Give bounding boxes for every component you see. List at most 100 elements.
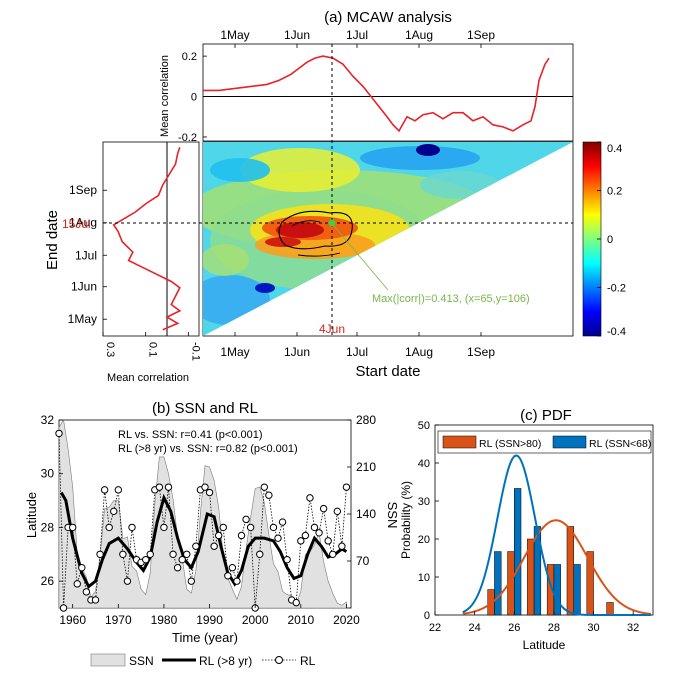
rl-point bbox=[92, 597, 98, 603]
rl-point bbox=[343, 484, 349, 490]
figure: (a) MCAW analysis 0.2 0 -0.2 1May 1Jun 1Jul 1… bbox=[0, 0, 674, 674]
rl-point bbox=[316, 530, 322, 536]
pdf-frame bbox=[435, 425, 653, 615]
left-xtick-label: 0.1 bbox=[147, 342, 159, 357]
rl-point bbox=[220, 524, 226, 530]
heatmap-xtick-label: 1Jul bbox=[346, 345, 368, 359]
b-xtick-label: 1960 bbox=[59, 613, 86, 627]
top-xtick-label: 1Jul bbox=[346, 28, 368, 42]
rl-point bbox=[270, 524, 276, 530]
pdf-bar-low bbox=[494, 552, 501, 615]
pdf-bar-low bbox=[514, 488, 521, 615]
pdf-bar-low bbox=[574, 564, 581, 615]
b-ytick-label: 26 bbox=[41, 574, 55, 588]
legend-rl-label: RL bbox=[300, 654, 316, 668]
rl-point bbox=[202, 484, 208, 490]
pdf-legend-high-swatch bbox=[443, 436, 476, 448]
left-profile-xlabel: Mean correlation bbox=[107, 372, 189, 384]
rl-point bbox=[243, 516, 249, 522]
heatmap-xtick-label: 1May bbox=[220, 345, 249, 359]
rl-point bbox=[234, 578, 240, 584]
rl-point bbox=[101, 487, 107, 493]
time-label: Time (year) bbox=[172, 630, 238, 645]
top-xtick-label: 1Jun bbox=[284, 28, 310, 42]
rl-point bbox=[229, 565, 235, 571]
c-ytick-label: 10 bbox=[418, 572, 430, 584]
top-profile-frame bbox=[203, 44, 573, 141]
rl-point bbox=[161, 524, 167, 530]
rl-point bbox=[60, 605, 66, 611]
start-date-label: Start date bbox=[355, 363, 420, 380]
colorbar-tick-label: -0.4 bbox=[607, 326, 626, 338]
rl-point bbox=[279, 519, 285, 525]
c-ytick-label: 50 bbox=[418, 420, 430, 432]
c-xtick-label: 22 bbox=[429, 622, 441, 634]
rl-point bbox=[320, 505, 326, 511]
top-xtick-label: 1Sep bbox=[467, 28, 495, 42]
rl-point bbox=[120, 551, 126, 557]
left-ytick-label: 1Sep bbox=[69, 183, 97, 197]
rl-point bbox=[266, 492, 272, 498]
ssn-rl-chart: 1960 1970 1980 1990 2000 2010 2020 26 28 30 32 70… bbox=[24, 413, 400, 645]
rl-point bbox=[79, 565, 85, 571]
left-xtick-label: 0.3 bbox=[104, 342, 116, 357]
pdf-legend-low-swatch bbox=[553, 436, 586, 448]
rl-point bbox=[275, 535, 281, 541]
legend-rl-smooth-label: RL (>8 yr) bbox=[199, 654, 252, 668]
c-ytick-label: 20 bbox=[418, 534, 430, 546]
rl-point bbox=[261, 484, 267, 490]
b-y2tick-label: 280 bbox=[356, 413, 376, 427]
max-corr-point bbox=[329, 220, 336, 227]
heatmap-xtick-label: 1Jun bbox=[284, 345, 310, 359]
b-xtick-label: 2010 bbox=[287, 613, 314, 627]
latitude-label: Latitude bbox=[24, 492, 39, 538]
rl-point bbox=[124, 578, 130, 584]
stats-line-2: RL (>8 yr) vs. SSN: r=0.82 (p<0.001) bbox=[118, 443, 298, 455]
colorbar-tick-label: -0.2 bbox=[607, 283, 626, 295]
top-xtick-label: 1Aug bbox=[405, 28, 433, 42]
rl-point bbox=[69, 524, 75, 530]
rl-point bbox=[206, 489, 212, 495]
colorbar-tick-label: 0 bbox=[607, 234, 613, 246]
legend-ssn-label: SSN bbox=[129, 654, 154, 668]
b-xtick-label: 1970 bbox=[105, 613, 132, 627]
rl-point bbox=[298, 538, 304, 544]
rl-point bbox=[302, 532, 308, 538]
rl-point bbox=[325, 538, 331, 544]
c-xtick-label: 24 bbox=[469, 622, 481, 634]
panel-a-title: (a) MCAW analysis bbox=[324, 9, 452, 26]
legend-rl-marker bbox=[276, 657, 283, 664]
rl-point bbox=[83, 589, 89, 595]
rl-point bbox=[106, 524, 112, 530]
left-ytick-label: 1May bbox=[68, 312, 97, 326]
rl-point bbox=[307, 495, 313, 501]
end-date-label: End date bbox=[44, 210, 61, 270]
b-xtick-label: 1980 bbox=[151, 613, 178, 627]
stats-line-1: RL vs. SSN: r=0.41 (p<0.001) bbox=[118, 429, 263, 441]
ssn-axis-label: SSN bbox=[385, 502, 400, 529]
colorbar-tick-label: 0.2 bbox=[607, 186, 622, 198]
start-highlight-label: 4Jun bbox=[319, 322, 345, 336]
c-xtick-label: 30 bbox=[587, 622, 599, 634]
left-ytick-label: 1Jul bbox=[75, 248, 97, 262]
rl-point bbox=[330, 551, 336, 557]
b-xtick-label: 2000 bbox=[242, 613, 269, 627]
rl-point bbox=[247, 524, 253, 530]
b-ytick-label: 28 bbox=[41, 520, 55, 534]
top-ytick-label: 0 bbox=[191, 92, 197, 104]
rl-point bbox=[193, 543, 199, 549]
rl-point bbox=[165, 484, 171, 490]
probability-label: Probability (%) bbox=[399, 481, 413, 559]
rl-point bbox=[257, 551, 263, 557]
rl-point bbox=[284, 556, 290, 562]
c-ytick-label: 40 bbox=[418, 458, 430, 470]
rl-point bbox=[238, 532, 244, 538]
heatmap-xtick-label: 1Aug bbox=[405, 345, 433, 359]
rl-point bbox=[111, 508, 117, 514]
c-ytick-label: 0 bbox=[424, 610, 430, 622]
pdf-chart: 22 24 26 28 30 32 0 10 20 30 40 50 Probability (%)… bbox=[399, 420, 653, 652]
end-highlight-label: 15Jul bbox=[62, 217, 91, 231]
rl-point bbox=[170, 551, 176, 557]
top-xtick-label: 1May bbox=[220, 28, 249, 42]
top-profile-ylabel: Mean correlation bbox=[159, 55, 171, 137]
